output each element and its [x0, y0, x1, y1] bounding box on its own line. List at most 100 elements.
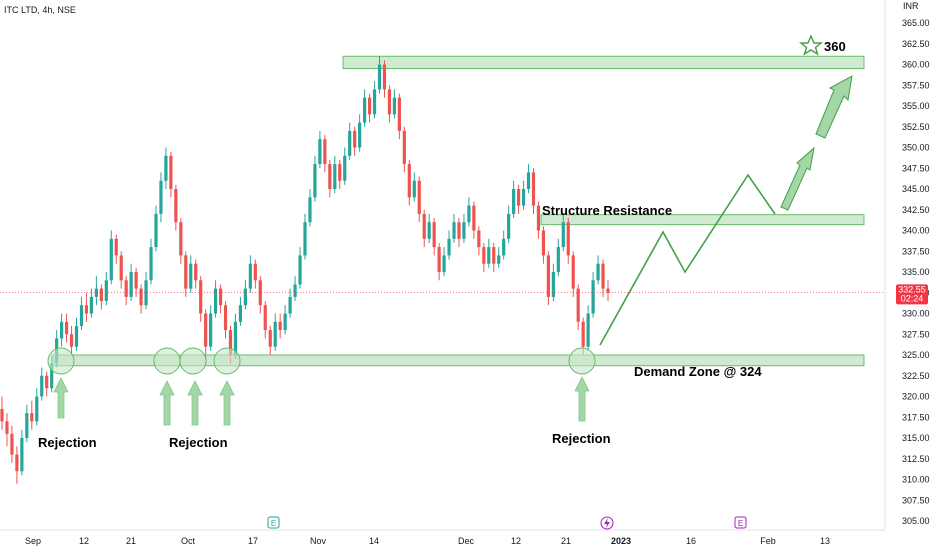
- arrow-up-large-icon: [815, 75, 853, 139]
- price-tick-label: 325.00: [902, 350, 930, 360]
- time-tick-label: 2023: [611, 536, 631, 546]
- candle-body: [139, 288, 143, 306]
- price-tick-label: 335.00: [902, 267, 930, 277]
- bar-countdown: 02:24: [901, 293, 924, 303]
- price-axis[interactable]: 305.00 307.50 310.00 312.50 315.00 317.50 320.…: [902, 18, 930, 526]
- candle-body: [452, 222, 456, 239]
- zone-structure-resistance[interactable]: [540, 214, 865, 226]
- candle-body: [243, 288, 247, 306]
- earnings-marker[interactable]: E: [738, 519, 743, 528]
- candle-body: [278, 321, 282, 331]
- candle-body: [258, 280, 262, 306]
- candle-body: [174, 189, 178, 223]
- candle-body: [10, 433, 14, 455]
- candle-body: [348, 130, 352, 156]
- candle-body: [288, 296, 292, 314]
- candle-body: [367, 97, 372, 115]
- candle-body: [298, 255, 302, 285]
- candle-body: [338, 164, 342, 181]
- event-markers: E E: [267, 516, 747, 530]
- candle-body: [45, 375, 49, 389]
- candle-body: [273, 321, 277, 347]
- candle-body: [89, 296, 94, 314]
- candle-body: [432, 222, 436, 248]
- price-tick-label: 315.00: [902, 433, 930, 443]
- candle-body: [179, 222, 183, 256]
- candle-body: [531, 172, 536, 206]
- candle-body: [293, 284, 297, 297]
- candle-body: [387, 89, 392, 115]
- candle-body: [462, 222, 466, 239]
- candle-body: [69, 334, 74, 347]
- candle-body: [407, 164, 411, 198]
- candle-body: [114, 238, 118, 256]
- candle-body: [561, 222, 565, 248]
- projection-path: [599, 173, 776, 346]
- candle-body: [79, 305, 84, 326]
- candle-body: [308, 197, 312, 223]
- candle-body: [40, 375, 44, 397]
- candle-body: [5, 421, 9, 434]
- rejection-circle: [153, 347, 181, 375]
- price-tick-label: 357.50: [902, 80, 930, 90]
- time-tick-label: 21: [561, 536, 571, 546]
- candle-body: [442, 255, 446, 272]
- candle-body: [64, 321, 69, 335]
- demand-zone-label: Demand Zone @ 324: [634, 364, 762, 379]
- price-tick-label: 310.00: [902, 475, 930, 485]
- earnings-marker[interactable]: E: [271, 519, 276, 528]
- dividend-lightning-icon[interactable]: [604, 518, 610, 528]
- candle-body: [536, 205, 541, 231]
- candle-body: [253, 263, 257, 281]
- rejection-circle: [213, 347, 241, 375]
- arrow-up-icon: [574, 376, 590, 422]
- price-tick-label: 347.50: [902, 163, 930, 173]
- candle-body: [218, 288, 223, 306]
- candle-body: [482, 247, 486, 264]
- arrow-up-icon: [159, 380, 175, 426]
- candle-body: [402, 130, 406, 165]
- rejection-circle: [179, 347, 207, 375]
- candle-body: [189, 263, 193, 289]
- candle-body: [397, 97, 401, 131]
- candle-body: [15, 454, 19, 472]
- time-tick-label: Oct: [181, 536, 196, 546]
- star-icon: [799, 34, 823, 56]
- time-tick-label: 16: [686, 536, 696, 546]
- candle-body: [526, 172, 531, 189]
- candle-body: [586, 313, 590, 347]
- candle-body: [30, 413, 34, 422]
- time-tick-label: 14: [369, 536, 379, 546]
- rejection-circle: [47, 347, 75, 375]
- candle-body: [154, 213, 158, 248]
- candle-body: [358, 122, 362, 148]
- arrow-up-icon: [187, 380, 203, 426]
- price-tick-label: 317.50: [902, 412, 930, 422]
- candle-body: [209, 313, 213, 347]
- price-tick-label: 330.00: [902, 309, 930, 319]
- time-tick-label: Nov: [310, 536, 327, 546]
- candle-body: [596, 263, 600, 281]
- candle-body: [377, 64, 382, 90]
- rejection-label: Rejection: [552, 431, 611, 446]
- candle-body: [333, 164, 337, 189]
- candle-body: [248, 263, 252, 289]
- candle-body: [184, 255, 188, 289]
- time-axis[interactable]: Sep 12 21 Oct 17 Nov 14 Dec 12 21 2023 16 Feb 13: [25, 536, 830, 546]
- candle-body: [487, 247, 491, 264]
- candle-body: [591, 280, 595, 314]
- candle-body: [502, 238, 506, 256]
- candle-body: [546, 255, 550, 297]
- rejection-markers: [47, 347, 596, 426]
- candle-body: [323, 139, 327, 165]
- zone-resistance-360[interactable]: [342, 55, 865, 70]
- candle-body: [99, 288, 103, 302]
- candle-body: [556, 247, 560, 272]
- candle-body: [94, 288, 98, 297]
- candle-body: [382, 64, 387, 90]
- time-tick-label: Sep: [25, 536, 41, 546]
- price-tick-label: 345.00: [902, 184, 930, 194]
- candle-body: [25, 413, 29, 438]
